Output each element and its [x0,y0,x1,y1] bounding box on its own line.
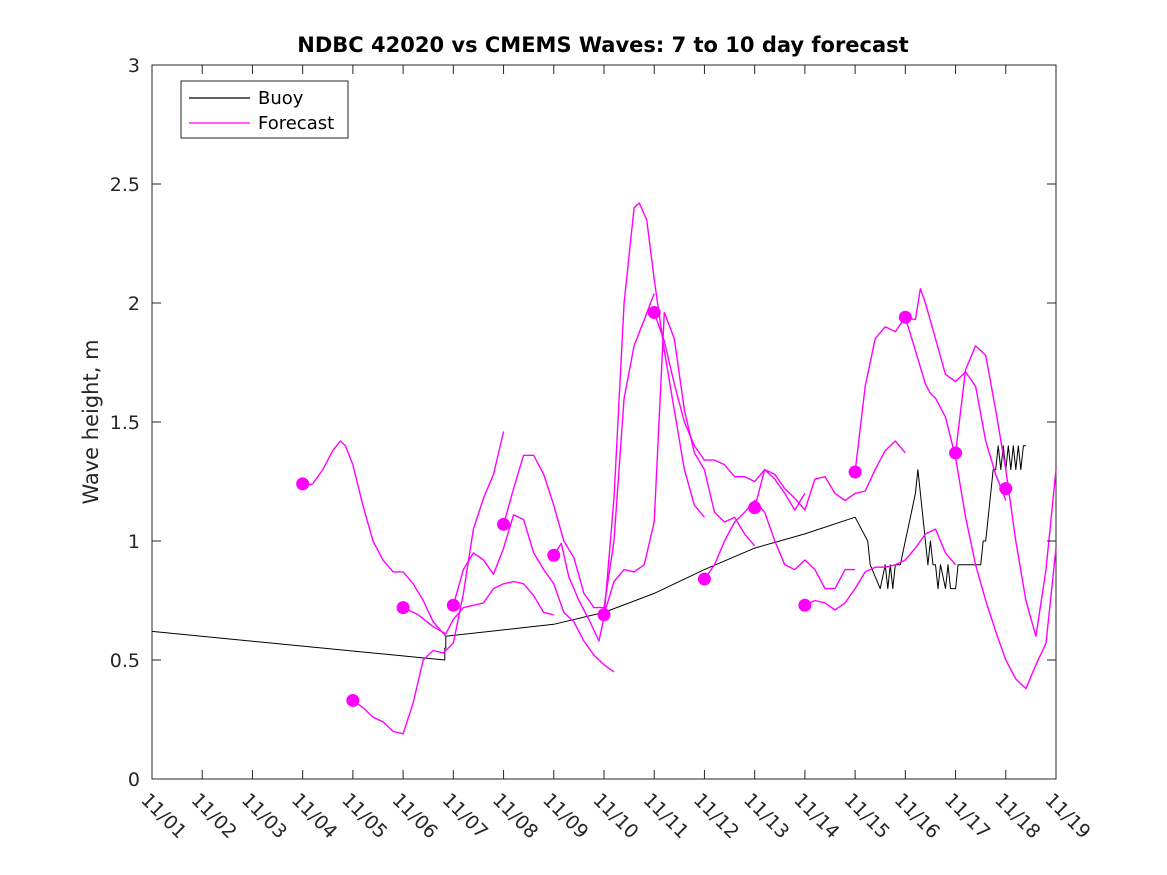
y-axis: 0 0.5 1 1.5 2 2.5 3 [110,55,1056,791]
x-tick-label: 11/11 [639,789,693,843]
x-tick-label: 11/17 [940,789,994,843]
forecast-marker [647,306,661,320]
forecast-marker [396,601,410,615]
forecast-series-line-2 [352,431,505,735]
plot-area [151,64,1057,780]
x-tick-label: 11/03 [237,789,291,843]
forecast-marker [346,693,360,707]
legend-box [180,80,349,139]
x-tick-label: 11/08 [488,789,542,843]
x-tick-label: 11/09 [538,789,592,843]
marker-layer [296,306,1013,707]
y-tick-label: 2.5 [110,174,140,196]
y-tick-label: 1 [128,531,140,553]
chart-title: NDBC 42020 vs CMEMS Waves: 7 to 10 day f… [297,33,908,57]
y-tick-label: 3 [128,55,140,77]
forecast-marker [898,310,912,324]
x-tick-label: 11/01 [136,789,190,843]
x-tick-label: 11/07 [438,789,492,843]
forecast-series-line-14 [954,345,1057,637]
y-tick-label: 0 [128,769,140,791]
forecast-marker [748,501,762,515]
axes-box [151,64,1057,780]
x-tick-label: 11/06 [388,789,442,843]
forecast-series-line-10 [754,440,906,511]
forecast-marker [798,598,812,612]
x-tick-label: 11/16 [890,789,944,843]
forecast-series-line-12 [854,288,1007,501]
forecast-series-line-11 [804,528,957,611]
legend[interactable]: Buoy Forecast [180,80,349,139]
forecast-marker [848,465,862,479]
y-tick-label: 0.5 [110,650,140,672]
y-axis-label: Wave height, m [79,339,103,504]
forecast-marker [597,608,611,622]
forecast-marker [697,572,711,586]
forecast-series-line-1 [302,440,447,637]
x-tick-label: 11/12 [689,789,743,843]
y-tick-label: 1.5 [110,412,140,434]
x-tick-label: 11/04 [287,789,341,843]
forecast-marker [497,517,511,531]
forecast-marker [949,446,963,460]
legend-forecast-label: Forecast [258,113,334,134]
forecast-series-line-5 [502,293,655,609]
forecast-marker [547,548,561,562]
forecast-marker [999,482,1013,496]
forecast-marker [446,598,460,612]
x-tick-label: 11/15 [840,789,894,843]
x-tick-label: 11/13 [739,789,793,843]
forecast-marker [296,477,310,491]
x-tick-label: 11/14 [789,789,843,843]
x-tick-label: 11/18 [990,789,1044,843]
forecast-series-line-6 [553,202,705,642]
buoy-series-line [151,445,1026,661]
y-tick-label: 2 [128,293,140,315]
forecast-series-line-7 [603,311,756,616]
x-tick-label: 11/02 [187,789,241,843]
x-tick-label: 11/10 [588,789,642,843]
forecast-series-line-9 [703,499,856,590]
legend-buoy-label: Buoy [258,88,304,109]
forecast-series-line-8 [653,312,806,511]
forecast-series-line-3 [402,580,554,635]
x-tick-label: 11/19 [1040,789,1094,843]
forecast-series-line-4 [452,514,615,673]
series-layer [151,202,1057,735]
forecast-series-line-13 [904,317,1057,690]
x-tick-label: 11/05 [337,789,391,843]
